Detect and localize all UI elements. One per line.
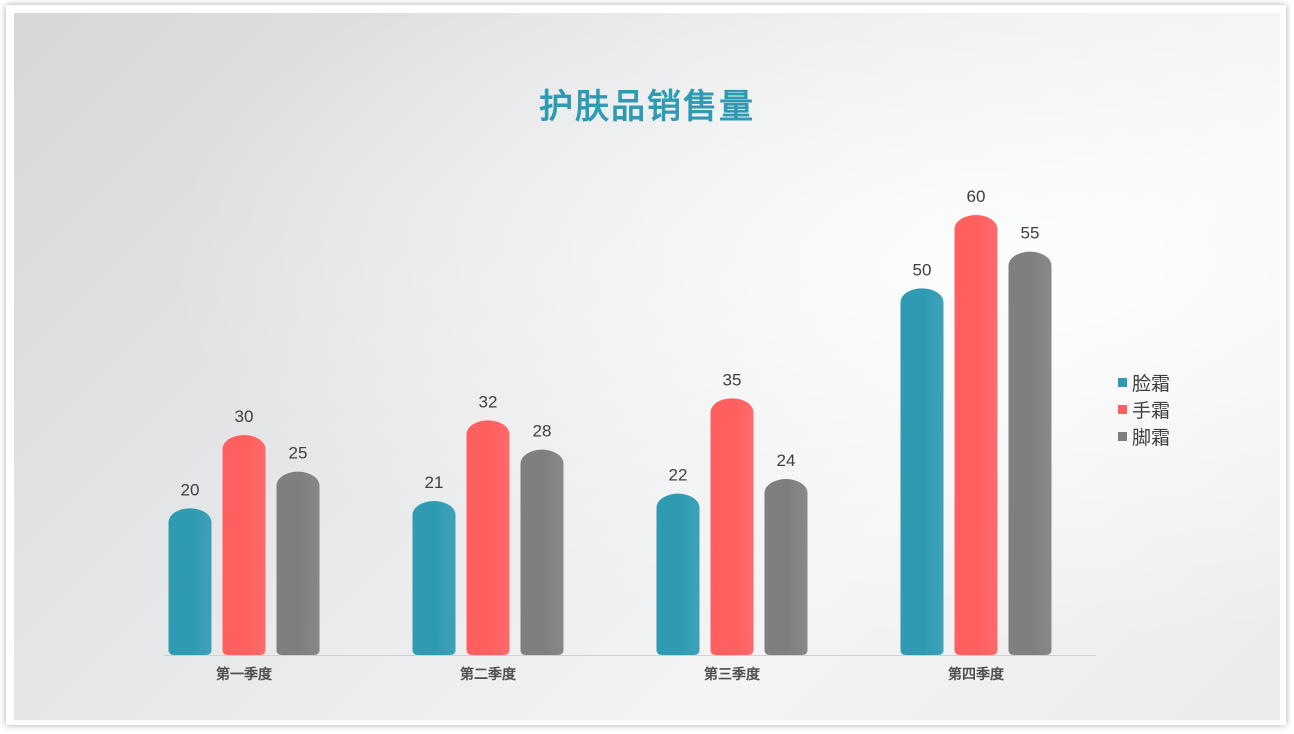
bar-1-2 xyxy=(222,435,266,655)
bar-1-3 xyxy=(276,471,320,655)
legend-swatch xyxy=(1118,405,1127,414)
slide-frame: 护肤品销售量 20 30 25 第一季度 21 32 28 第二季度 22 35 24 第三季度 50 6… xyxy=(6,5,1286,725)
x-tick-label-2: 第二季度 xyxy=(460,666,517,683)
slide-canvas: 护肤品销售量 20 30 25 第一季度 21 32 28 第二季度 22 35 24 第三季度 50 6… xyxy=(14,13,1280,720)
bar-3-1 xyxy=(656,493,700,655)
bar-1-1 xyxy=(168,508,212,655)
legend-item-2: 手霜 xyxy=(1118,398,1170,425)
data-label-3-1: 22 xyxy=(669,466,688,485)
bar-2-1 xyxy=(412,501,456,655)
legend-label: 脚霜 xyxy=(1132,427,1171,449)
chart-title: 护肤品销售量 xyxy=(539,87,755,127)
bar-3-3 xyxy=(764,479,808,655)
data-label-3-2: 35 xyxy=(723,370,742,389)
data-label-1-1: 20 xyxy=(181,480,200,499)
data-label-4-2: 60 xyxy=(967,187,986,206)
bar-4-2 xyxy=(954,215,998,655)
legend-item-1: 脸霜 xyxy=(1118,371,1170,398)
data-label-2-3: 28 xyxy=(533,422,552,441)
data-label-2-2: 32 xyxy=(479,392,498,411)
chart-legend: 脸霜 手霜 脚霜 xyxy=(1118,371,1170,452)
bar-4-1 xyxy=(900,288,944,655)
bar-3-2 xyxy=(710,398,754,655)
legend-swatch xyxy=(1118,378,1127,387)
bar-4-3 xyxy=(1008,251,1052,655)
bar-chart: 20 30 25 第一季度 21 32 28 第二季度 22 35 24 第三季度 50 60 55 第四季度 xyxy=(164,187,1096,683)
data-label-3-3: 24 xyxy=(777,451,796,470)
data-label-1-2: 30 xyxy=(235,407,254,426)
bar-2-2 xyxy=(466,420,510,655)
bar-2-3 xyxy=(520,449,564,655)
legend-label: 脸霜 xyxy=(1132,373,1171,395)
data-label-4-3: 55 xyxy=(1021,224,1040,243)
x-tick-label-3: 第三季度 xyxy=(704,666,761,683)
legend-item-3: 脚霜 xyxy=(1118,425,1170,452)
data-label-2-1: 21 xyxy=(425,473,444,492)
data-label-1-3: 25 xyxy=(289,444,308,463)
x-tick-label-1: 第一季度 xyxy=(216,666,273,683)
x-tick-label-4: 第四季度 xyxy=(948,666,1005,683)
legend-label: 手霜 xyxy=(1132,400,1171,422)
data-label-4-1: 50 xyxy=(913,260,932,279)
legend-swatch xyxy=(1118,432,1127,441)
